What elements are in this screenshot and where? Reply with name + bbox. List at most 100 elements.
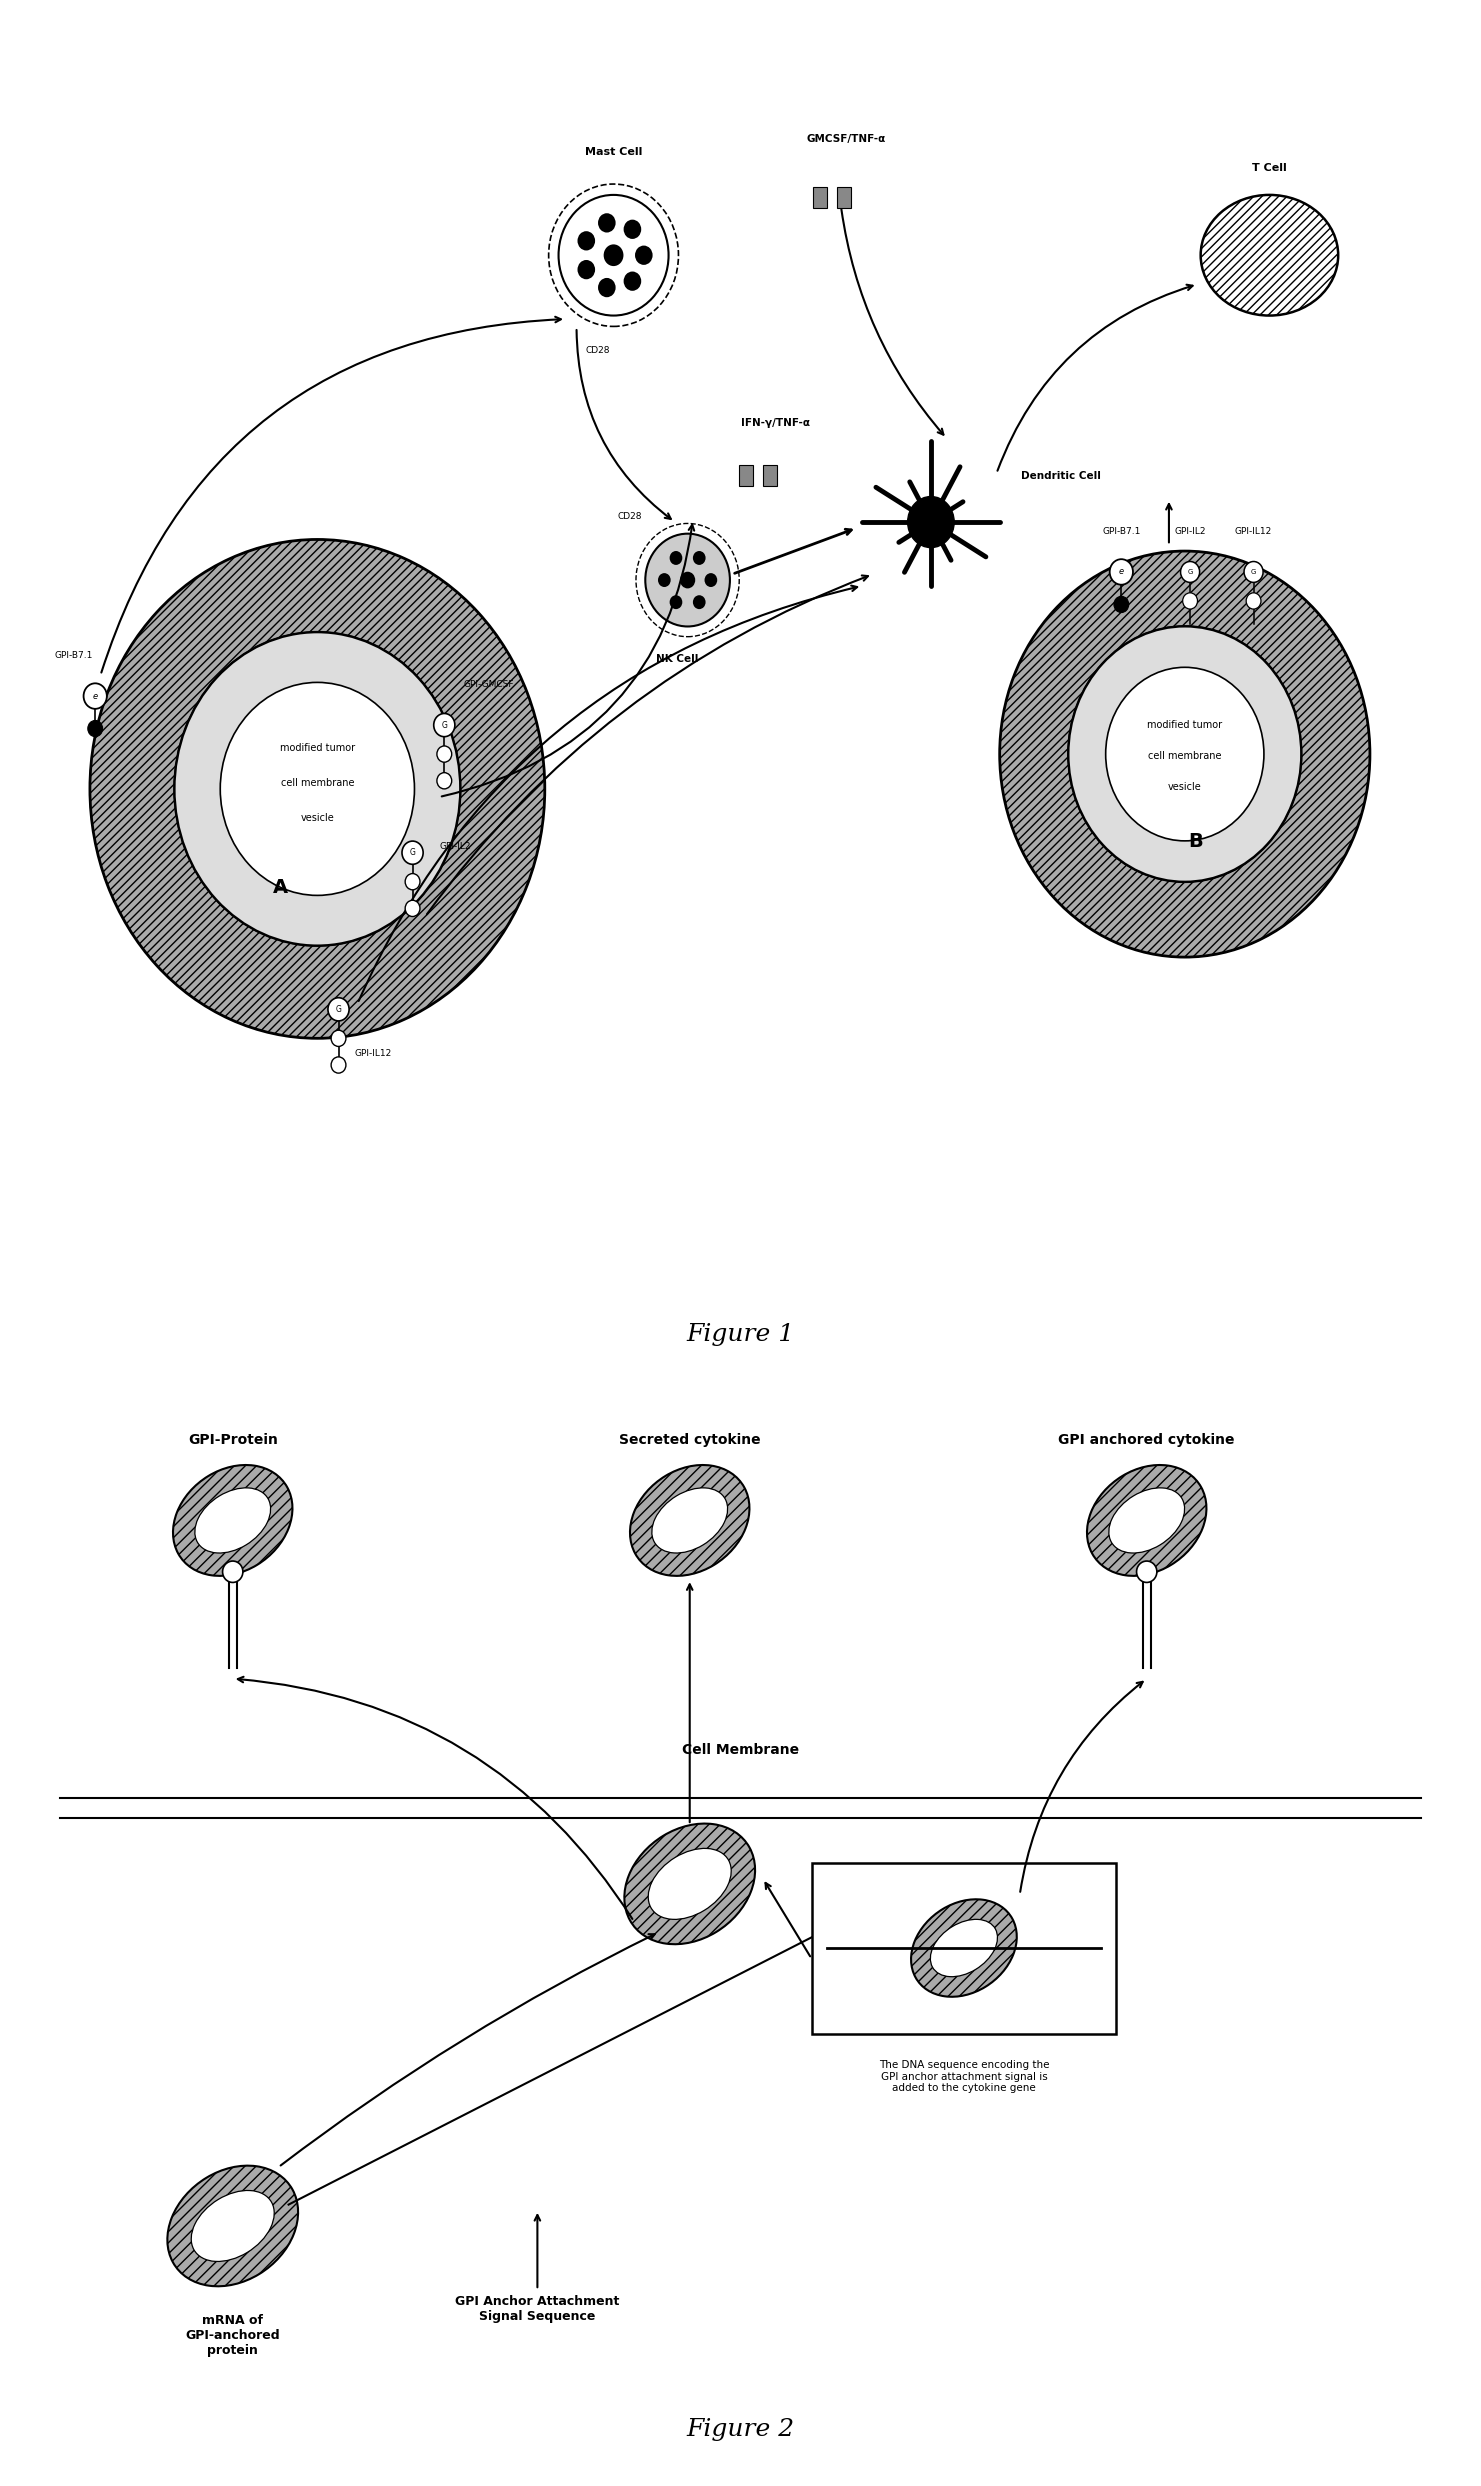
Text: cell membrane: cell membrane xyxy=(1148,751,1222,761)
Text: GPI-IL12: GPI-IL12 xyxy=(1235,527,1272,537)
Ellipse shape xyxy=(629,1464,749,1576)
Circle shape xyxy=(1114,597,1129,612)
Ellipse shape xyxy=(1201,194,1339,316)
Bar xyxy=(763,465,778,487)
Text: GPI-IL2: GPI-IL2 xyxy=(1174,527,1206,537)
Circle shape xyxy=(1244,562,1263,582)
Bar xyxy=(837,186,852,209)
Circle shape xyxy=(332,1029,347,1047)
Text: GPI-Protein: GPI-Protein xyxy=(188,1434,277,1447)
Circle shape xyxy=(598,278,616,298)
Text: cell membrane: cell membrane xyxy=(280,778,354,788)
Text: GPI-B7.1: GPI-B7.1 xyxy=(55,651,93,659)
Circle shape xyxy=(434,713,455,736)
Circle shape xyxy=(604,244,624,266)
Circle shape xyxy=(1246,592,1260,609)
Text: GMCSF/TNF-α: GMCSF/TNF-α xyxy=(807,134,886,144)
Circle shape xyxy=(401,840,424,865)
Ellipse shape xyxy=(911,1899,1017,1996)
Circle shape xyxy=(680,572,695,589)
Ellipse shape xyxy=(1087,1464,1207,1576)
Text: G: G xyxy=(1188,569,1192,574)
Text: T Cell: T Cell xyxy=(1251,164,1287,174)
Circle shape xyxy=(646,534,730,626)
Circle shape xyxy=(598,214,616,234)
Circle shape xyxy=(558,194,668,316)
Text: CD28: CD28 xyxy=(618,512,641,520)
Text: G: G xyxy=(336,1004,342,1014)
Ellipse shape xyxy=(625,1825,755,1944)
Text: e: e xyxy=(93,691,98,701)
Ellipse shape xyxy=(167,2165,298,2287)
Text: G: G xyxy=(1251,569,1256,574)
Text: GPI-GMCSF: GPI-GMCSF xyxy=(464,681,514,689)
Text: G: G xyxy=(410,848,416,858)
Text: mRNA of
GPI-anchored
protein: mRNA of GPI-anchored protein xyxy=(185,2314,280,2357)
Bar xyxy=(739,465,752,487)
Text: A: A xyxy=(273,878,287,897)
Text: G: G xyxy=(441,721,447,728)
Circle shape xyxy=(578,261,595,278)
Text: GPI-IL2: GPI-IL2 xyxy=(438,843,471,850)
Circle shape xyxy=(624,271,641,291)
Circle shape xyxy=(1183,592,1198,609)
Text: GPI-IL12: GPI-IL12 xyxy=(354,1049,391,1059)
Circle shape xyxy=(1106,666,1263,840)
Text: GPI Anchor Attachment
Signal Sequence: GPI Anchor Attachment Signal Sequence xyxy=(455,2295,619,2324)
Text: B: B xyxy=(1188,833,1203,850)
Ellipse shape xyxy=(649,1850,732,1919)
Circle shape xyxy=(87,721,102,736)
Circle shape xyxy=(669,594,683,609)
Bar xyxy=(813,186,826,209)
Ellipse shape xyxy=(930,1919,998,1976)
Circle shape xyxy=(624,219,641,239)
Ellipse shape xyxy=(652,1487,727,1554)
Text: Secreted cytokine: Secreted cytokine xyxy=(619,1434,761,1447)
FancyBboxPatch shape xyxy=(812,1862,1117,2034)
Circle shape xyxy=(175,631,461,945)
Circle shape xyxy=(437,746,452,763)
Text: vesicle: vesicle xyxy=(301,813,335,823)
Circle shape xyxy=(437,773,452,788)
Circle shape xyxy=(406,873,421,890)
Text: CD28: CD28 xyxy=(585,346,610,355)
Text: Mast Cell: Mast Cell xyxy=(585,147,643,157)
Circle shape xyxy=(406,900,421,917)
Text: NK Cell: NK Cell xyxy=(656,654,698,664)
Text: GPI anchored cytokine: GPI anchored cytokine xyxy=(1059,1434,1235,1447)
Text: e: e xyxy=(1118,567,1124,577)
Wedge shape xyxy=(90,539,545,1039)
Circle shape xyxy=(578,231,595,251)
Ellipse shape xyxy=(1109,1487,1185,1554)
Circle shape xyxy=(221,681,415,895)
Circle shape xyxy=(1109,559,1133,584)
Ellipse shape xyxy=(173,1464,292,1576)
Circle shape xyxy=(222,1561,243,1584)
Text: Dendritic Cell: Dendritic Cell xyxy=(1020,470,1100,480)
Circle shape xyxy=(1136,1561,1157,1584)
Circle shape xyxy=(635,246,653,266)
Text: Figure 1: Figure 1 xyxy=(686,1323,795,1345)
Circle shape xyxy=(327,997,350,1022)
Circle shape xyxy=(693,594,705,609)
Circle shape xyxy=(908,497,954,547)
Text: vesicle: vesicle xyxy=(1169,781,1201,791)
Ellipse shape xyxy=(191,2190,274,2262)
Circle shape xyxy=(658,574,671,587)
Circle shape xyxy=(693,552,705,564)
Wedge shape xyxy=(1000,552,1370,957)
Text: modified tumor: modified tumor xyxy=(280,743,355,753)
Ellipse shape xyxy=(195,1487,271,1554)
Text: IFN-γ/TNF-α: IFN-γ/TNF-α xyxy=(740,418,810,428)
Circle shape xyxy=(1068,626,1302,883)
Text: The DNA sequence encoding the
GPI anchor attachment signal is
added to the cytok: The DNA sequence encoding the GPI anchor… xyxy=(878,2061,1049,2093)
Text: Cell Membrane: Cell Membrane xyxy=(681,1743,800,1758)
Text: modified tumor: modified tumor xyxy=(1148,721,1222,731)
Circle shape xyxy=(1180,562,1200,582)
Text: Figure 2: Figure 2 xyxy=(686,2416,795,2441)
Circle shape xyxy=(332,1057,347,1074)
Circle shape xyxy=(705,574,717,587)
Circle shape xyxy=(83,684,107,709)
Circle shape xyxy=(669,552,683,564)
Text: GPI-B7.1: GPI-B7.1 xyxy=(1102,527,1140,537)
